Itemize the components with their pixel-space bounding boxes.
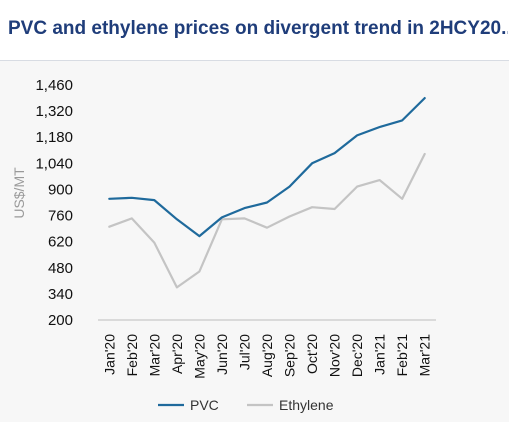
x-tick-label: Mar'21 (417, 334, 433, 377)
series-lines (108, 96, 426, 289)
y-tick-label: 1,320 (35, 103, 73, 120)
x-tick-label: Mar'20 (146, 334, 162, 377)
x-tick-label: Feb'20 (124, 334, 140, 377)
y-tick-label: 340 (48, 286, 73, 303)
chart-header: PVC and ethylene prices on divergent tre… (0, 0, 509, 60)
y-tick-label: 620 (48, 234, 73, 251)
x-tick-label: Feb'21 (394, 334, 410, 377)
series-line-pvc (108, 96, 426, 238)
x-tick-label: Apr'20 (169, 334, 185, 374)
x-tick-label: Oct'20 (304, 334, 320, 374)
chart-title: PVC and ethylene prices on divergent tre… (8, 18, 508, 39)
x-tick-label: Jul'20 (236, 334, 252, 370)
y-axis-label: US$/MT (11, 167, 27, 219)
x-tick-label: May'20 (191, 334, 207, 379)
x-axis-ticks: Jan'20 Feb'20 Mar'20 Apr'20 May'20 Jun'20 Jul'… (101, 334, 432, 379)
series-line-ethylene (108, 152, 426, 289)
chart-legend: PVC Ethylene (158, 397, 334, 413)
title-divider (0, 60, 509, 61)
x-tick-label: Jan'21 (372, 334, 388, 375)
x-tick-label: Dec'20 (349, 334, 365, 377)
legend-label-pvc: PVC (190, 397, 219, 413)
x-tick-label: Sep'20 (282, 334, 298, 377)
y-axis-ticks: 200 340 480 620 760 900 1,040 1,180 1,320 1,460 (35, 77, 73, 329)
x-tick-label: Jun'20 (214, 334, 230, 375)
y-tick-label: 1,040 (35, 155, 73, 172)
y-tick-label: 480 (48, 260, 73, 277)
y-tick-label: 200 (48, 312, 73, 329)
y-tick-label: 760 (48, 208, 73, 225)
x-tick-label: Nov'20 (327, 334, 343, 377)
x-tick-label: Jan'20 (101, 334, 117, 375)
x-tick-label: Aug'20 (259, 334, 275, 377)
legend-label-ethylene: Ethylene (279, 397, 334, 413)
y-tick-label: 1,460 (35, 77, 73, 94)
y-tick-label: 1,180 (35, 129, 73, 146)
y-tick-label: 900 (48, 181, 73, 198)
chart-panel (0, 61, 509, 422)
